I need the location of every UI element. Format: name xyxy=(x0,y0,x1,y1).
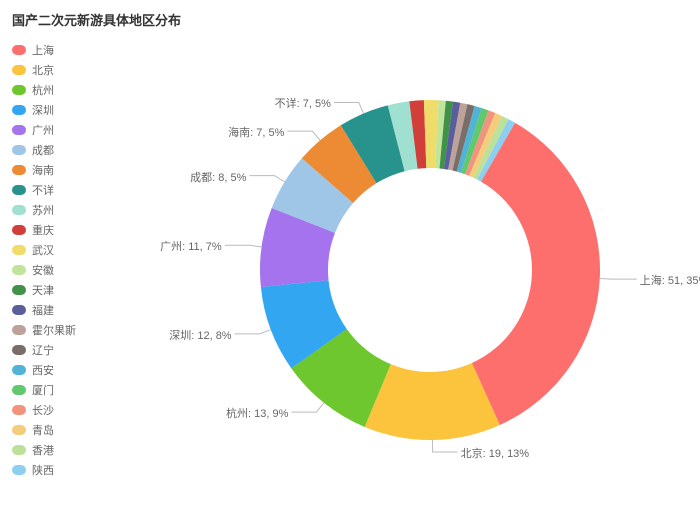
donut-chart: 上海: 51, 35%北京: 19, 13%杭州: 13, 9%深圳: 12, … xyxy=(130,40,680,520)
legend-label: 上海 xyxy=(32,42,54,58)
legend-swatch xyxy=(12,245,26,255)
legend-swatch xyxy=(12,365,26,375)
legend-item: 安徽 xyxy=(12,260,76,280)
legend-item: 深圳 xyxy=(12,100,76,120)
legend-label: 香港 xyxy=(32,442,54,458)
legend-swatch xyxy=(12,105,26,115)
legend-item: 福建 xyxy=(12,300,76,320)
legend-swatch xyxy=(12,85,26,95)
legend-swatch xyxy=(12,425,26,435)
legend-item: 杭州 xyxy=(12,80,76,100)
chart-title: 国产二次元新游具体地区分布 xyxy=(12,10,181,29)
legend-label: 武汉 xyxy=(32,242,54,258)
legend-label: 广州 xyxy=(32,122,54,138)
legend-item: 霍尔果斯 xyxy=(12,320,76,340)
legend-item: 北京 xyxy=(12,60,76,80)
legend-item: 上海 xyxy=(12,40,76,60)
legend-label: 青岛 xyxy=(32,422,54,438)
legend-swatch xyxy=(12,465,26,475)
legend-swatch xyxy=(12,125,26,135)
legend-label: 长沙 xyxy=(32,402,54,418)
legend-label: 杭州 xyxy=(32,82,54,98)
legend-label: 苏州 xyxy=(32,202,54,218)
legend-item: 成都 xyxy=(12,140,76,160)
legend-item: 重庆 xyxy=(12,220,76,240)
legend-label: 霍尔果斯 xyxy=(32,322,76,338)
legend-swatch xyxy=(12,385,26,395)
legend-swatch xyxy=(12,145,26,155)
legend: 上海北京杭州深圳广州成都海南不详苏州重庆武汉安徽天津福建霍尔果斯辽宁西安厦门长沙… xyxy=(12,40,76,480)
legend-item: 辽宁 xyxy=(12,340,76,360)
legend-swatch xyxy=(12,285,26,295)
legend-swatch xyxy=(12,305,26,315)
legend-swatch xyxy=(12,405,26,415)
legend-item: 广州 xyxy=(12,120,76,140)
legend-item: 海南 xyxy=(12,160,76,180)
legend-swatch xyxy=(12,345,26,355)
legend-label: 海南 xyxy=(32,162,54,178)
legend-label: 厦门 xyxy=(32,382,54,398)
legend-label: 不详 xyxy=(32,182,54,198)
legend-label: 安徽 xyxy=(32,262,54,278)
legend-item: 天津 xyxy=(12,280,76,300)
legend-swatch xyxy=(12,165,26,175)
legend-item: 西安 xyxy=(12,360,76,380)
legend-swatch xyxy=(12,205,26,215)
legend-swatch xyxy=(12,265,26,275)
legend-label: 天津 xyxy=(32,282,54,298)
legend-label: 深圳 xyxy=(32,102,54,118)
legend-item: 厦门 xyxy=(12,380,76,400)
legend-label: 重庆 xyxy=(32,222,54,238)
legend-label: 福建 xyxy=(32,302,54,318)
legend-swatch xyxy=(12,185,26,195)
legend-swatch xyxy=(12,65,26,75)
legend-swatch xyxy=(12,225,26,235)
legend-swatch xyxy=(12,325,26,335)
legend-label: 辽宁 xyxy=(32,342,54,358)
legend-label: 陕西 xyxy=(32,462,54,478)
legend-label: 成都 xyxy=(32,142,54,158)
legend-item: 香港 xyxy=(12,440,76,460)
pie-slice xyxy=(472,123,600,425)
legend-label: 西安 xyxy=(32,362,54,378)
legend-label: 北京 xyxy=(32,62,54,78)
legend-item: 武汉 xyxy=(12,240,76,260)
legend-item: 长沙 xyxy=(12,400,76,420)
legend-item: 苏州 xyxy=(12,200,76,220)
legend-item: 不详 xyxy=(12,180,76,200)
legend-item: 青岛 xyxy=(12,420,76,440)
legend-swatch xyxy=(12,45,26,55)
legend-swatch xyxy=(12,445,26,455)
legend-item: 陕西 xyxy=(12,460,76,480)
